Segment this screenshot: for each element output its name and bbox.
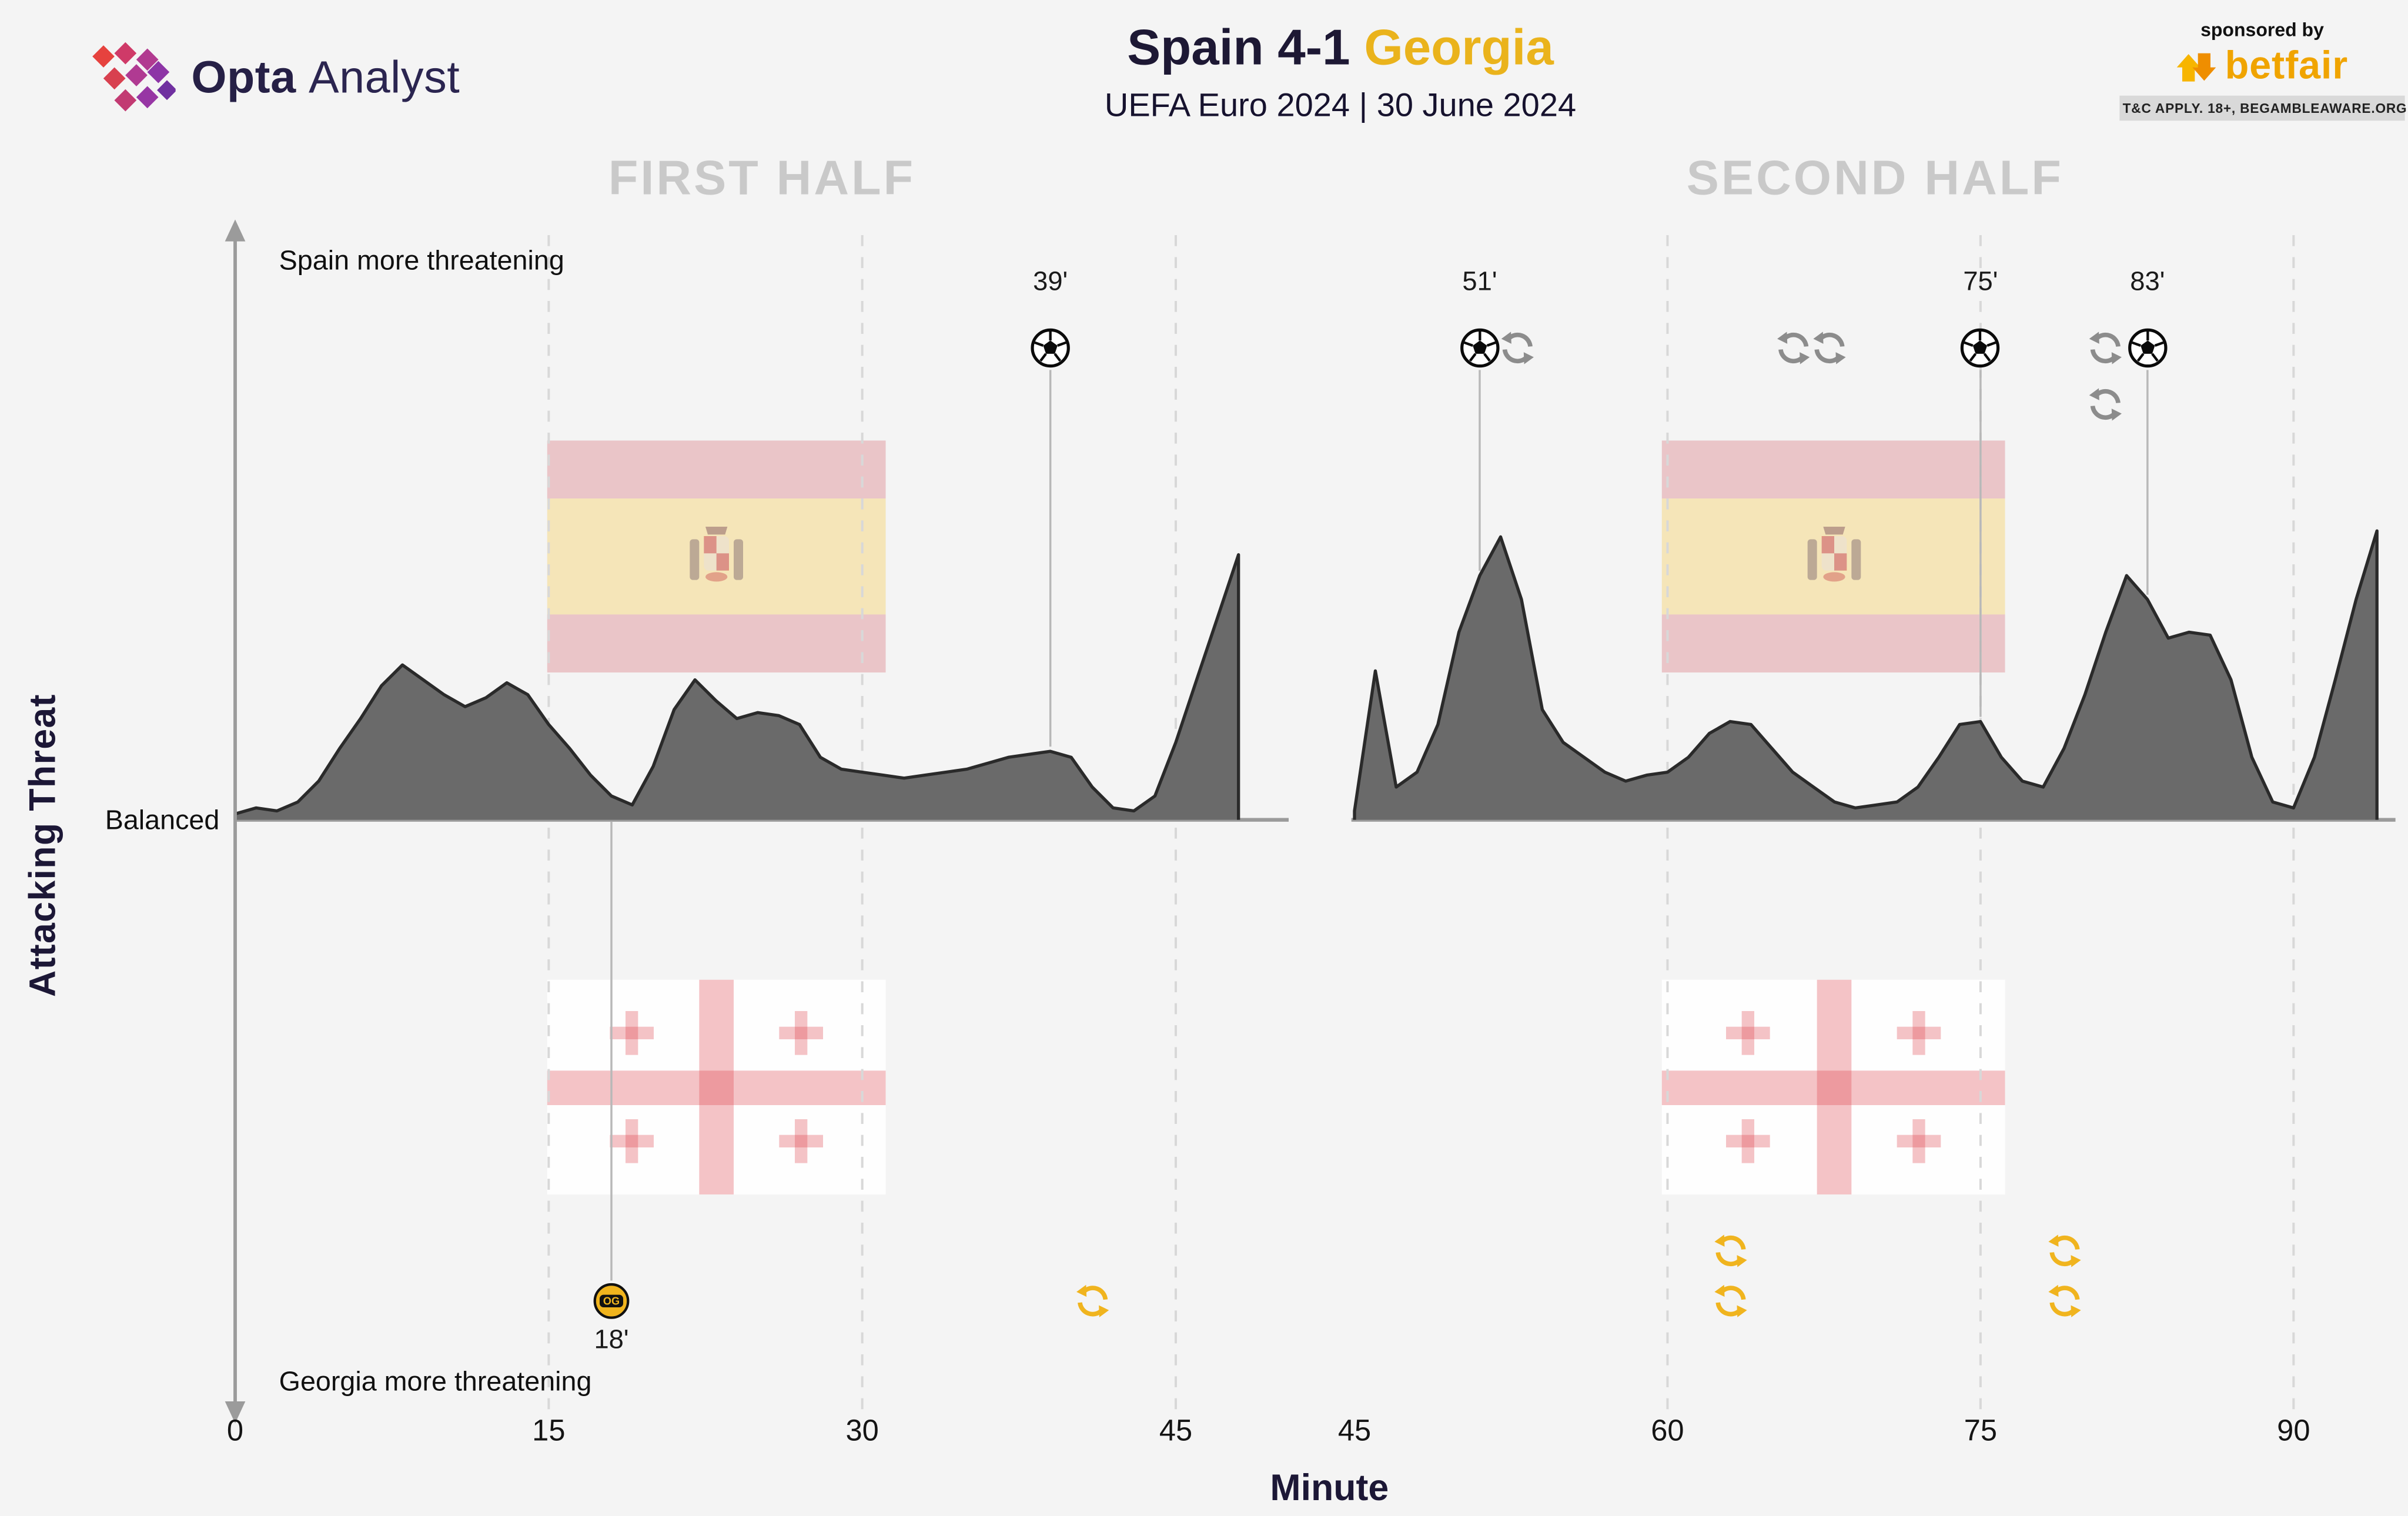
georgia-flag-small-cross [1726,1011,1770,1055]
sponsor-terms: T&C APPLY. 18+, BEGAMBLEAWARE.ORG [2119,95,2407,121]
x-axis-tick-label: 45 [1337,1415,1372,1448]
georgia-flag-cross [699,979,734,1194]
x-axis-tick-label: 90 [2277,1415,2310,1448]
match-score: 4-1 [1277,19,1350,75]
momentum-outline [1353,529,2379,820]
betfair-arrows-icon [2177,52,2216,81]
sponsor-name: betfair [2225,43,2348,88]
brand-wordmark: Opta Analyst [191,52,460,104]
sponsor-tagline: sponsored by [2200,19,2324,41]
y-axis-top-label: Spain more threatening [279,245,564,276]
georgia-flag-small-cross [1897,1011,1941,1055]
momentum-outline [233,553,1240,820]
brand-name-bold: Opta [191,52,296,103]
x-axis-tick-label: 15 [532,1415,566,1448]
match-subtitle: UEFA Euro 2024 | 30 June 2024 [1104,88,1577,124]
x-axis-tick-label: 0 [226,1415,244,1448]
y-axis-bottom-label: Georgia more threatening [279,1365,592,1397]
opta-logo-mark-icon [92,42,176,112]
georgia-flag-small-cross [610,1011,654,1055]
georgia-flag-watermark [547,979,886,1194]
y-axis-arrow-down-icon [225,1401,246,1424]
georgia-flag-small-cross [1726,1119,1770,1163]
x-axis-tick-label: 60 [1651,1415,1684,1448]
y-axis-arrow-up-icon [225,219,246,242]
spain-flag-stripe [547,440,886,498]
spain-flag-stripe [1661,498,2005,615]
spain-crest-icon [1807,527,1860,582]
georgia-flag-cross [547,1070,886,1105]
home-team-name: Spain [1127,19,1264,75]
y-axis-title: Attacking Threat [22,694,63,997]
y-axis-balanced-label: Balanced [105,804,220,836]
second-half-title: SECOND HALF [1686,150,2063,206]
spain-flag-stripe [1661,440,2005,498]
momentum-area [235,554,1239,820]
match-title: Spain 4-1 Georgia [1127,19,1554,77]
brand-name-light: Analyst [308,52,460,103]
georgia-flag-small-cross [779,1011,823,1055]
first-half-title: FIRST HALF [608,150,916,206]
opta-analyst-logo: Opta Analyst [91,41,460,116]
georgia-flag-cross [1661,1070,2005,1105]
georgia-flag-small-cross [779,1119,823,1163]
spain-flag-stripe [547,614,886,672]
spain-flag-stripe [1661,614,2005,672]
spain-flag-watermark [547,440,886,672]
spain-flag-watermark [1661,440,2005,672]
georgia-flag-small-cross [610,1119,654,1163]
x-axis-title: Minute [1270,1467,1389,1508]
x-axis-tick-label: 75 [1964,1415,1998,1448]
x-axis-tick-label: 30 [845,1415,879,1448]
spain-crest-icon [690,527,743,582]
georgia-flag-watermark [1661,979,2005,1194]
betfair-logo: betfair [2119,44,2404,89]
spain-flag-stripe [547,498,886,615]
momentum-area [1354,531,2377,820]
georgia-flag-small-cross [1897,1119,1941,1163]
sponsor-block: sponsored by betfair T&C APPLY. 18+, BEG… [2119,19,2407,121]
x-axis-tick-label: 45 [1159,1415,1193,1448]
away-team-name: Georgia [1364,19,1554,75]
georgia-flag-cross [1816,979,1851,1194]
